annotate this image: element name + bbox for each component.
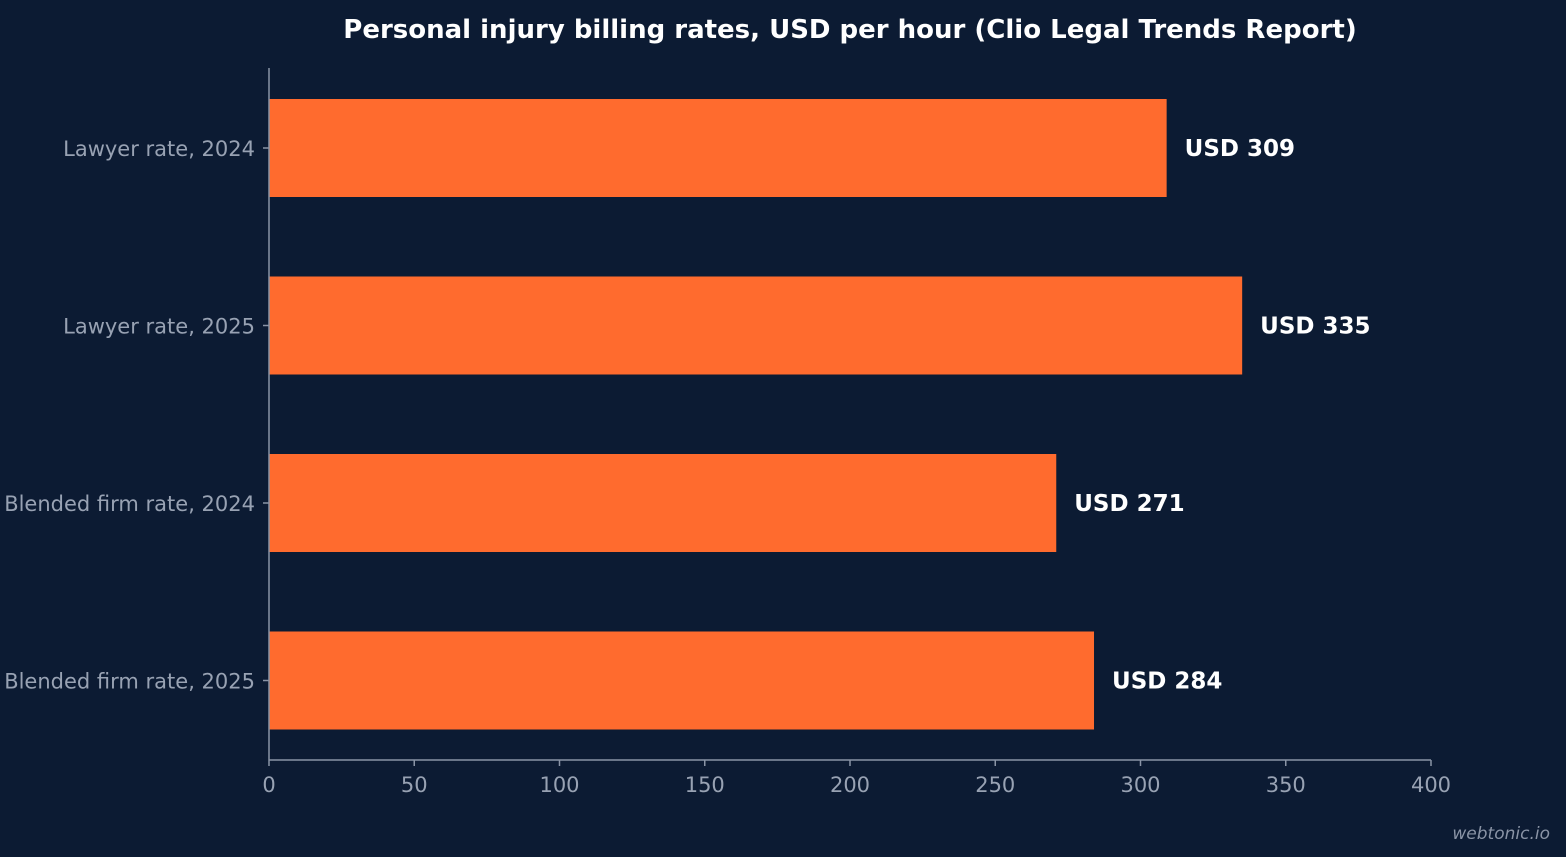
value-label: USD 284	[1112, 669, 1222, 695]
category-labels-group: Lawyer rate, 2024 Lawyer rate, 2025 Blende…	[4, 137, 269, 694]
value-label: USD 335	[1260, 314, 1370, 340]
x-tick-label: 100	[539, 773, 579, 797]
chart-title: Personal injury billing rates, USD per h…	[343, 15, 1356, 45]
x-ticks-group: 0 50 100 150 200 250 300 350 400	[262, 760, 1451, 797]
bars-group	[269, 99, 1243, 730]
x-tick-label: 200	[830, 773, 870, 797]
x-tick-label: 150	[685, 773, 725, 797]
x-tick-label: 400	[1411, 773, 1451, 797]
x-tick-label: 50	[401, 773, 428, 797]
category-label: Blended firm rate, 2025	[4, 670, 255, 694]
value-label: USD 309	[1185, 136, 1295, 162]
watermark: webtonic.io	[1452, 824, 1550, 844]
category-label: Blended firm rate, 2024	[4, 492, 255, 516]
x-tick-label: 0	[262, 773, 275, 797]
bar	[269, 454, 1057, 552]
x-tick-label: 250	[975, 773, 1015, 797]
bar	[269, 99, 1167, 197]
value-label: USD 271	[1074, 491, 1184, 517]
value-labels-group: USD 309 USD 335 USD 271 USD 284	[1074, 136, 1370, 695]
x-tick-label: 350	[1266, 773, 1306, 797]
bar	[269, 631, 1095, 730]
category-label: Lawyer rate, 2025	[63, 315, 255, 339]
x-tick-label: 300	[1120, 773, 1160, 797]
bar	[269, 276, 1243, 375]
category-label: Lawyer rate, 2024	[63, 137, 255, 161]
